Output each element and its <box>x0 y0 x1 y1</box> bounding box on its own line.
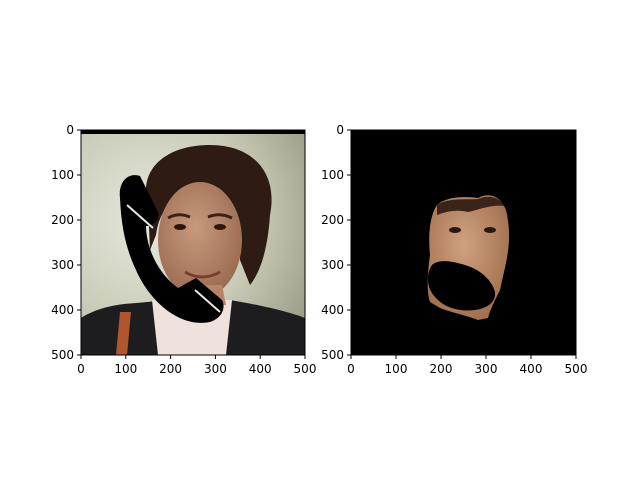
phone-gap-bottom <box>194 289 221 313</box>
x-tick-label: 100 <box>385 362 408 376</box>
top-black-strip <box>81 130 305 134</box>
axes-frame <box>350 129 577 356</box>
mask-left-eye <box>449 227 461 233</box>
y-tick-label: 300 <box>321 258 344 272</box>
mask-right-eye <box>484 227 496 233</box>
bag-strap <box>116 312 131 355</box>
y-tick-label: 100 <box>321 168 344 182</box>
mask-panel <box>351 130 576 355</box>
mouth <box>184 270 221 279</box>
y-tick-label: 200 <box>51 213 74 227</box>
mask-occlusion-hole <box>427 261 496 311</box>
x-tick-label: 400 <box>520 362 543 376</box>
photo-panel <box>81 130 305 355</box>
eyebrows <box>167 213 233 220</box>
x-tick-label: 300 <box>204 362 227 376</box>
axes-frame <box>80 129 306 356</box>
x-tick-label: 500 <box>565 362 588 376</box>
x-tick-label: 100 <box>114 362 137 376</box>
y-tick-label: 400 <box>321 303 344 317</box>
face <box>158 182 242 298</box>
x-tick-label: 200 <box>430 362 453 376</box>
right-eye <box>214 224 226 230</box>
x-tick-label: 300 <box>475 362 498 376</box>
y-tick-label: 300 <box>51 258 74 272</box>
x-tick-label: 0 <box>347 362 355 376</box>
y-tick-label: 200 <box>321 213 344 227</box>
mask-hair-fringe <box>437 196 504 215</box>
phone-gap-top <box>126 204 154 229</box>
y-tick-label: 100 <box>51 168 74 182</box>
y-tick-label: 500 <box>51 348 74 362</box>
phone-occlusion <box>119 175 224 323</box>
y-tick-label: 0 <box>66 123 74 137</box>
y-tick-label: 400 <box>51 303 74 317</box>
x-tick-label: 0 <box>77 362 85 376</box>
x-tick-label: 500 <box>294 362 317 376</box>
y-tick-label: 500 <box>321 348 344 362</box>
x-tick-label: 200 <box>159 362 182 376</box>
left-eye <box>174 224 186 230</box>
x-tick-label: 400 <box>249 362 272 376</box>
y-tick-label: 0 <box>336 123 344 137</box>
